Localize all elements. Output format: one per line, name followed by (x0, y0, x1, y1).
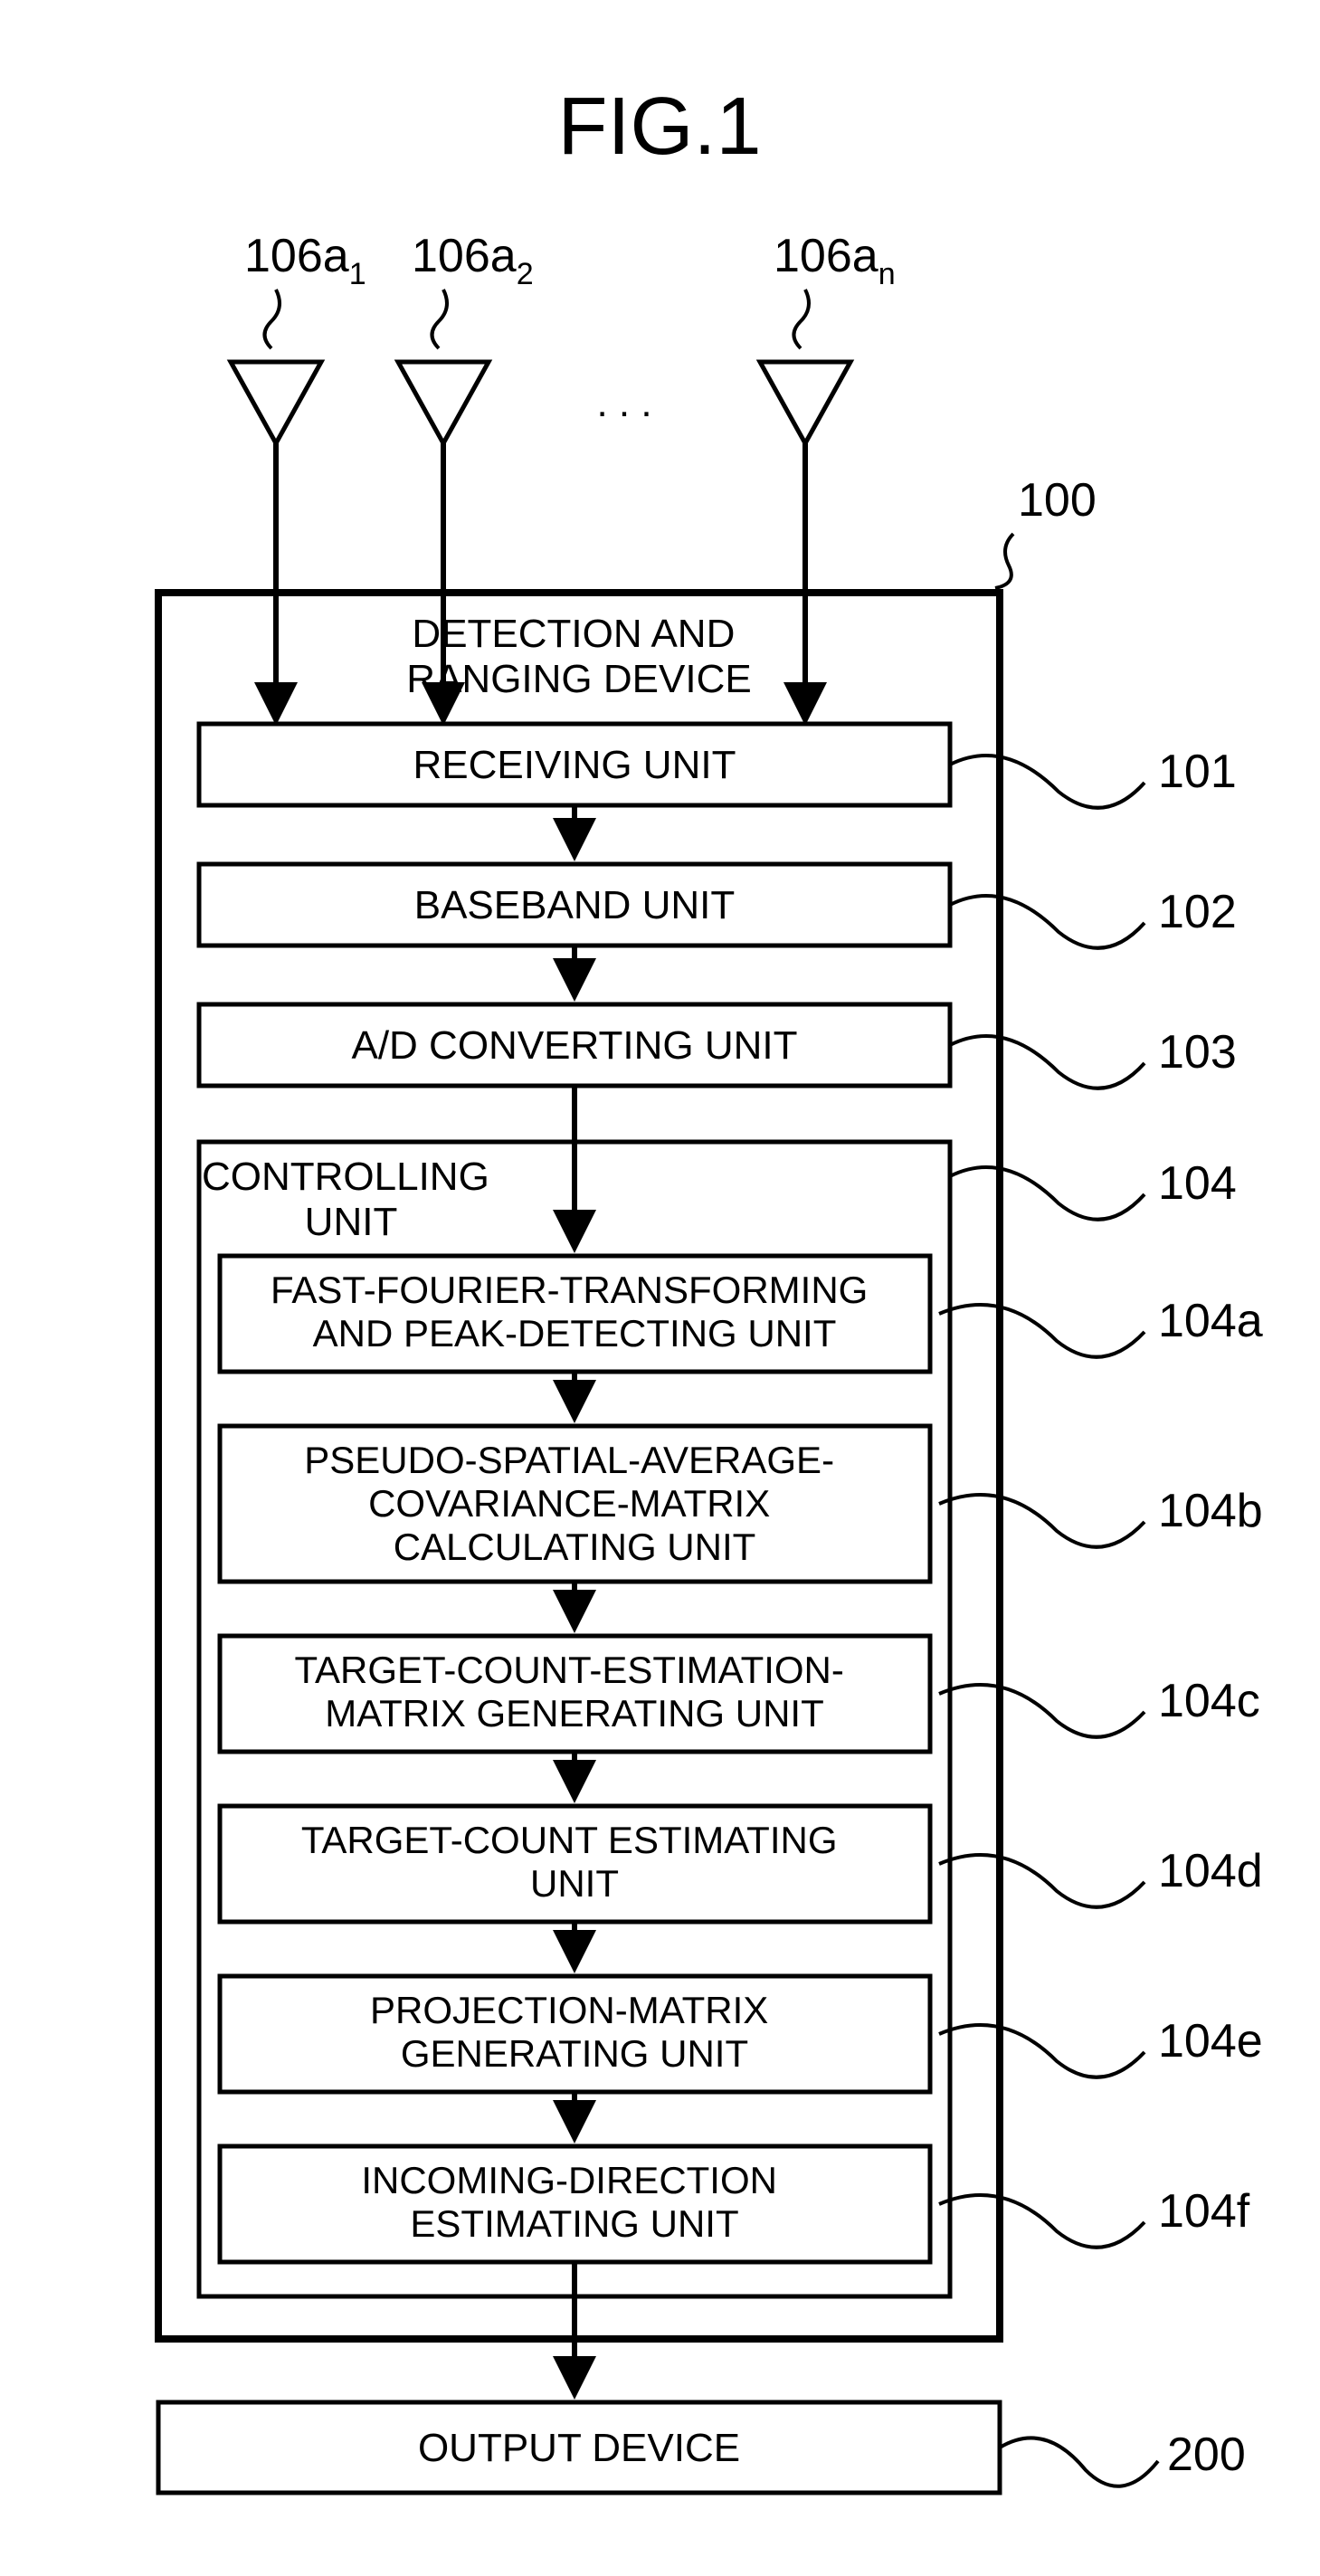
fft-unit-label: FAST-FOURIER-TRANSFORMING AND PEAK-DETEC… (271, 1269, 878, 1355)
antenna-2-leader (432, 290, 448, 348)
covar-unit-ref: 104b (1158, 1485, 1263, 1537)
tcest-unit-ref: 104d (1158, 1845, 1263, 1897)
proj-unit-label: PROJECTION-MATRIX GENERATING UNIT (370, 1989, 779, 2075)
fft-unit-ref: 104a (1158, 1295, 1263, 1347)
receiving-unit-label: RECEIVING UNIT (413, 743, 736, 787)
receiving-unit-leader (950, 756, 1144, 808)
tcmgen-unit-ref: 104c (1158, 1675, 1260, 1727)
covar-unit-leader (939, 1495, 1144, 1547)
antenna-n-leader (794, 290, 810, 348)
svg-text:106a1: 106a1 (244, 230, 366, 291)
antenna-1-icon (231, 362, 321, 715)
svg-text:106a2: 106a2 (412, 230, 534, 291)
tcest-unit-label: TARGET-COUNT ESTIMATING UNIT (301, 1819, 848, 1905)
proj-unit-ref: 104e (1158, 2015, 1263, 2067)
output-device-leader (1000, 2438, 1158, 2486)
tcmgen-unit-leader (939, 1685, 1144, 1737)
figure-title: FIG.1 (557, 81, 761, 172)
svg-text:106an: 106an (774, 230, 896, 291)
adc-unit-leader (950, 1036, 1144, 1088)
device-title: DETECTION AND RANGING DEVICE (406, 612, 751, 701)
doa-unit-ref: 104f (1158, 2185, 1250, 2238)
doa-unit-leader (939, 2195, 1144, 2248)
output-device-label: OUTPUT DEVICE (418, 2426, 740, 2470)
tcest-unit-leader (939, 1855, 1144, 1907)
device-ref: 100 (1018, 474, 1097, 527)
controlling-unit-ref: 104 (1158, 1157, 1237, 1210)
output-device-ref: 200 (1167, 2429, 1246, 2481)
baseband-unit-ref: 102 (1158, 886, 1237, 938)
antenna-2-ref: 106a2 (412, 230, 534, 291)
controlling-unit-leader (950, 1167, 1144, 1220)
baseband-unit-label: BASEBAND UNIT (414, 883, 736, 927)
covar-unit-label: PSEUDO-SPATIAL-AVERAGE- COVARIANCE-MATRI… (304, 1439, 844, 1568)
antenna-1-leader (265, 290, 280, 348)
adc-unit-label: A/D CONVERTING UNIT (351, 1023, 797, 1068)
controlling-unit-label: CONTROLLING UNIT (202, 1155, 500, 1244)
doa-unit-label: INCOMING-DIRECTION ESTIMATING UNIT (361, 2159, 787, 2245)
baseband-unit-leader (950, 896, 1144, 948)
adc-unit-ref: 103 (1158, 1026, 1237, 1079)
receiving-unit-ref: 101 (1158, 746, 1237, 798)
proj-unit-leader (939, 2025, 1144, 2077)
figure-svg: FIG.1 106a1 106a2 106an . . . 100 DETECT… (0, 0, 1320, 2576)
antenna-ellipsis: . . . (596, 381, 651, 425)
fft-unit-leader (939, 1305, 1144, 1357)
device-ref-leader (995, 534, 1013, 588)
antenna-1-ref: 106a1 (244, 230, 366, 291)
antenna-n-ref: 106an (774, 230, 896, 291)
antenna-n-icon (760, 362, 850, 715)
tcmgen-unit-label: TARGET-COUNT-ESTIMATION- MATRIX GENERATI… (294, 1649, 854, 1735)
